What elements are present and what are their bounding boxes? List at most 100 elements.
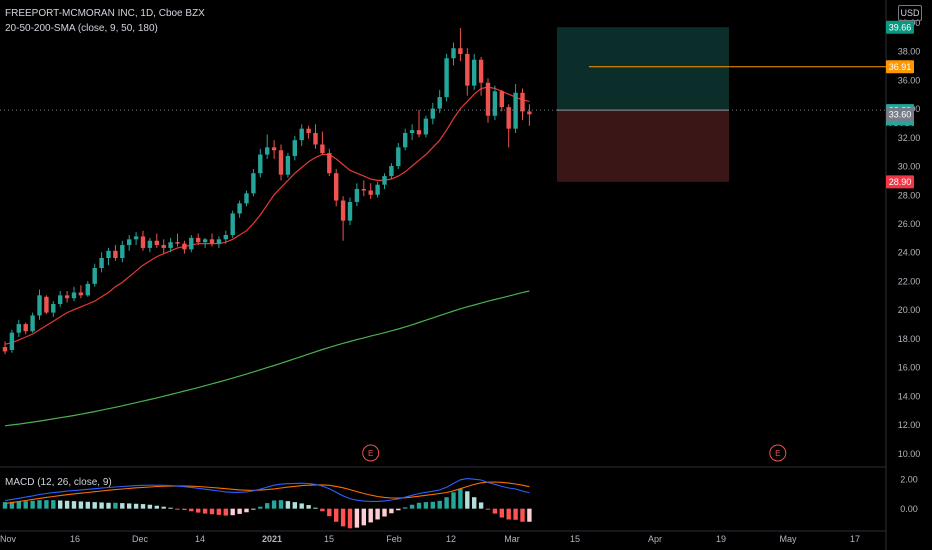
candle-body <box>9 332 15 350</box>
candle-body <box>209 239 215 244</box>
macd-histogram-bar <box>527 508 532 522</box>
macd-histogram-bar <box>396 508 401 511</box>
macd-histogram-bar <box>92 502 97 509</box>
candle-body <box>278 150 284 175</box>
macd-indicator-label[interactable]: MACD (12, 26, close, 9) <box>5 477 112 488</box>
price-tick-label: 38.00 <box>898 47 921 57</box>
candle-body <box>271 147 277 151</box>
price-label-box <box>886 107 914 121</box>
macd-histogram-bar <box>416 502 422 509</box>
price-label-box <box>886 60 914 74</box>
candle-body <box>292 140 297 156</box>
candle-body <box>416 130 422 135</box>
time-axis[interactable]: Nov 16 Dec 14 2021 15 Feb 12 Mar 15 Apr 19 May 17 <box>0 530 886 544</box>
macd-histogram-bar <box>271 500 277 509</box>
candle-body <box>30 315 35 332</box>
macd-histogram-bar <box>175 508 180 510</box>
earnings-event-label: E <box>368 449 373 458</box>
price-tick-label: 32.00 <box>898 133 921 143</box>
macd-histogram-bar <box>382 508 387 517</box>
symbol-title[interactable]: FREEPORT-MCMORAN INC, 1D, Cboe BZX <box>5 8 205 19</box>
macd-histogram-bar <box>368 508 373 523</box>
time-tick-label: 19 <box>716 534 726 544</box>
candle-body <box>368 190 373 195</box>
earnings-event-marker[interactable] <box>769 444 787 462</box>
macd-histogram-bar <box>451 492 456 509</box>
time-tick-label: 12 <box>446 534 456 544</box>
candle-body <box>327 153 332 174</box>
candle-body <box>389 166 394 177</box>
price-tick-label: 16.00 <box>898 363 921 373</box>
candle-body <box>175 242 180 244</box>
macd-histogram-bar <box>423 502 429 509</box>
price-tick-label: 24.00 <box>898 248 921 258</box>
sma-fast-layer <box>4 86 530 345</box>
currency-button[interactable]: USD <box>898 5 922 21</box>
price-label-box <box>886 20 914 34</box>
time-tick-label: Dec <box>132 534 149 544</box>
candle-body <box>430 108 435 119</box>
macd-histogram-bar <box>223 508 228 516</box>
sma-indicator-label[interactable]: 20-50-200-SMA (close, 9, 50, 180) <box>5 23 158 34</box>
macd-signal-line <box>4 481 530 505</box>
macd-histogram-bar <box>202 508 208 514</box>
candle-body <box>64 295 70 299</box>
earnings-event-marker[interactable] <box>362 444 380 462</box>
macd-histogram-bar <box>106 502 111 509</box>
candle-body <box>106 250 111 258</box>
candle-body <box>58 295 63 304</box>
candle-body <box>465 53 470 86</box>
macd-histogram-bar <box>9 501 15 509</box>
candle-body <box>492 91 498 116</box>
macd-histogram-bar <box>51 500 56 509</box>
macd-histogram-bar <box>30 500 35 509</box>
macd-histogram-bar <box>140 504 146 509</box>
macd-histogram-bar <box>499 508 504 518</box>
sma-fast-line <box>4 86 530 345</box>
macd-histogram-bar <box>334 508 339 522</box>
time-tick-label: 15 <box>570 534 580 544</box>
time-tick-label: Feb <box>386 534 402 544</box>
candle-body <box>506 107 511 129</box>
candle-body <box>451 48 456 59</box>
macd-histogram-bar <box>189 508 194 512</box>
candle-body <box>230 213 235 235</box>
candle-body <box>299 128 304 141</box>
candle-body <box>513 92 518 129</box>
macd-histogram-bar <box>251 508 256 510</box>
price-tick-label: 18.00 <box>898 334 921 344</box>
macd-histogram-bar <box>320 508 325 512</box>
candle-body <box>113 250 118 258</box>
candle-body <box>92 268 97 284</box>
macd-histogram-bar <box>444 497 449 509</box>
candle-body <box>85 283 90 296</box>
candle-body <box>340 200 346 221</box>
candle-body <box>347 201 353 221</box>
macd-histogram-bar <box>285 501 291 509</box>
macd-histogram-bar <box>44 500 49 509</box>
candle-body <box>147 240 153 248</box>
candle-body <box>196 237 201 243</box>
macd-histogram-bar <box>437 500 442 509</box>
candle-body <box>258 154 263 174</box>
candle-body <box>458 48 463 54</box>
candle-body <box>320 144 325 154</box>
macd-histogram-bar <box>327 508 332 517</box>
macd-histogram-bar <box>299 503 304 509</box>
candle-body <box>265 147 270 155</box>
macd-histogram-bar <box>133 503 139 509</box>
macd-tick-label: 0.00 <box>900 504 918 514</box>
macd-histogram-bar <box>361 508 366 526</box>
price-tick-label: 36.00 <box>898 75 921 85</box>
time-tick-label: 17 <box>850 534 860 544</box>
macd-histogram-bar <box>154 505 159 509</box>
macd-histogram-bar <box>237 508 242 514</box>
macd-histogram-bar <box>313 507 318 509</box>
candle-body <box>313 132 318 145</box>
candle-body <box>354 189 360 202</box>
macd-histogram-bar <box>258 506 263 509</box>
